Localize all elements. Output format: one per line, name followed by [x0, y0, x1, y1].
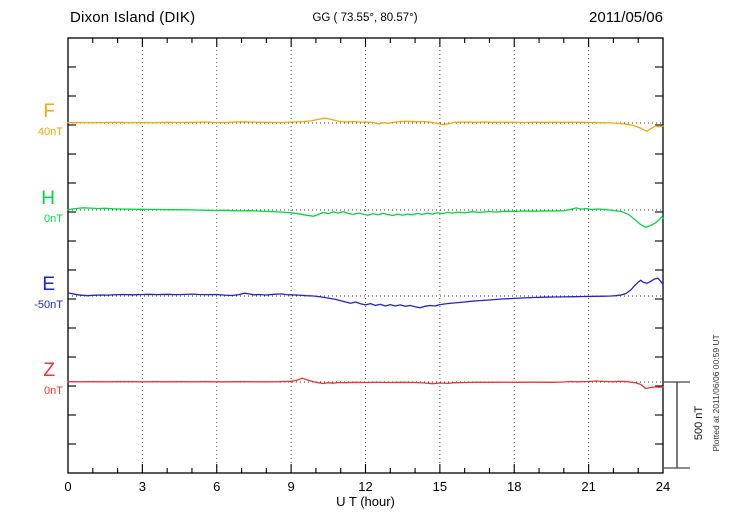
x-tick-label-0: 0	[64, 479, 71, 494]
x-tick-label-9: 9	[288, 479, 295, 494]
series-H-line	[67, 207, 664, 228]
series-baseline-label-Z: 0nT	[44, 385, 63, 397]
station-coordinates: GG ( 73.55°, 80.57°)	[312, 12, 418, 24]
series-label-Z: Z	[43, 360, 55, 381]
plot-frame	[67, 37, 664, 474]
plotted-at-note: Plotted at 2011/06/06 00:59 UT	[711, 334, 721, 452]
x-tick-label-15: 15	[433, 479, 447, 494]
scale-bar-label: 500 nT	[693, 405, 705, 441]
x-tick-label-3: 3	[139, 479, 146, 494]
series-label-E: E	[42, 274, 55, 295]
series-label-F: F	[43, 101, 55, 122]
series-Z-line	[67, 377, 664, 390]
plot-date: 2011/05/06	[589, 9, 663, 26]
x-tick-label-6: 6	[213, 479, 220, 494]
station-title: Dixon Island (DIK)	[70, 9, 196, 26]
series-E-line	[67, 277, 664, 309]
x-tick-label-24: 24	[656, 479, 670, 494]
x-tick-label-12: 12	[358, 479, 372, 494]
x-tick-label-21: 21	[581, 479, 595, 494]
series-baseline-label-H: 0nT	[44, 213, 63, 225]
series-F-line	[67, 117, 664, 132]
series-baseline-label-F: 40nT	[37, 126, 63, 138]
x-axis-title: U T (hour)	[336, 494, 395, 509]
series-baseline-label-E: -50nT	[34, 299, 63, 311]
x-tick-label-18: 18	[507, 479, 521, 494]
series-label-H: H	[41, 188, 55, 209]
